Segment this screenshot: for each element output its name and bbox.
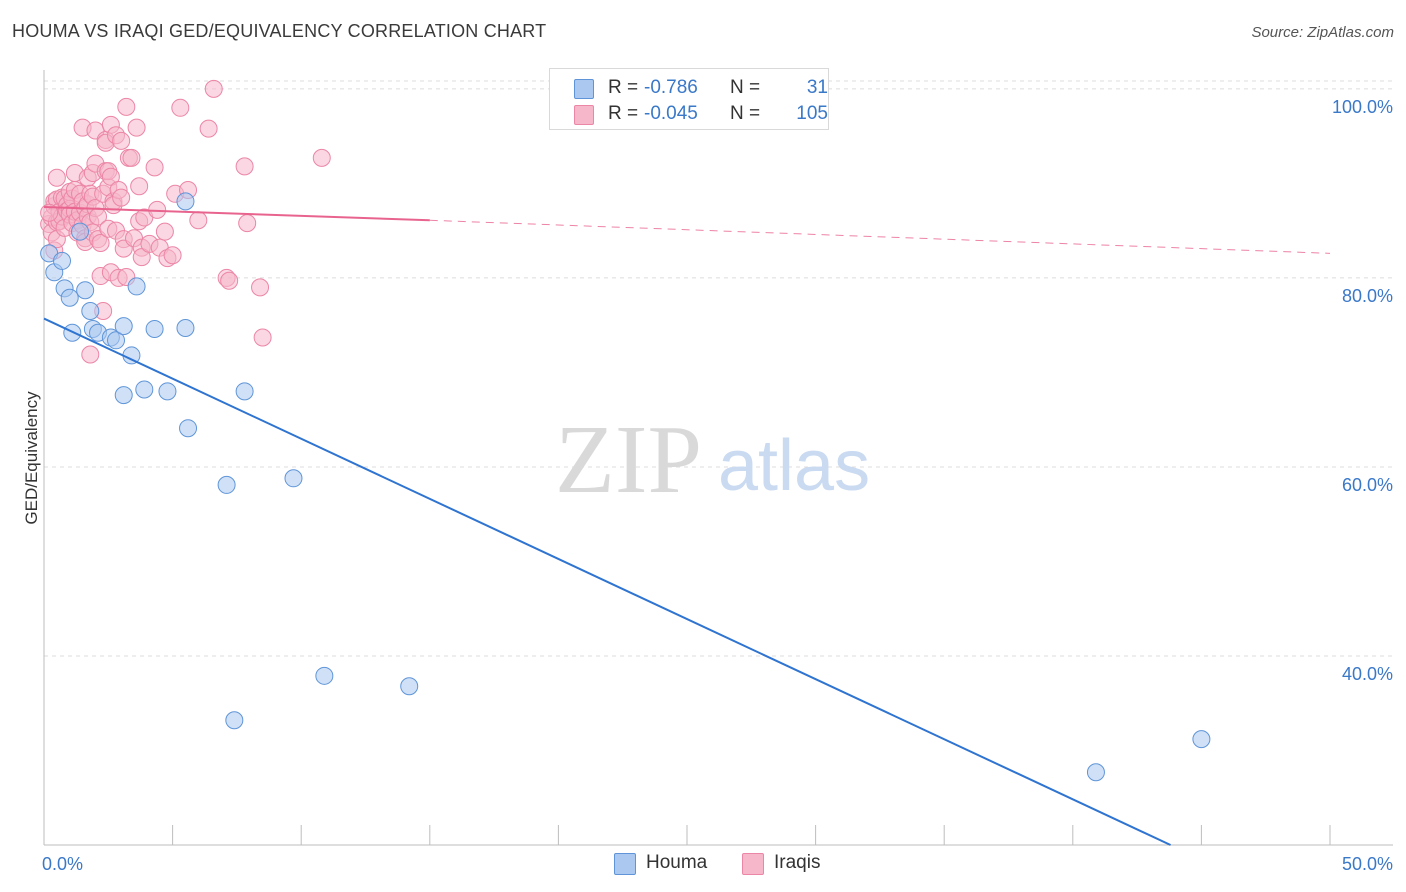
- x-tick-label: 50.0%: [1342, 854, 1393, 874]
- y-tick-label: 80.0%: [1342, 286, 1393, 306]
- iraqis-point: [127, 118, 146, 137]
- watermark: ZIP atlas: [555, 406, 870, 514]
- iraqis-point: [155, 222, 174, 241]
- tick-labels: 100.0% 80.0% 60.0% 40.0% 0.0% 50.0%: [42, 97, 1393, 874]
- houma-point: [315, 666, 334, 685]
- iraqis-point: [238, 214, 257, 233]
- iraqis-points: [40, 79, 331, 364]
- iraqis-point: [235, 157, 254, 176]
- houma-point: [176, 319, 195, 338]
- houma-legend-label: Houma: [646, 852, 708, 873]
- houma-point: [114, 386, 133, 405]
- iraqis-swatch: [574, 105, 594, 125]
- iraqis-point: [112, 131, 131, 150]
- iraqis-point: [101, 167, 120, 186]
- x-tick-label: 0.0%: [42, 854, 83, 874]
- iraqis-point: [47, 168, 66, 187]
- iraqis-legend-label: Iraqis: [774, 852, 821, 873]
- houma-trend-line: [43, 317, 1171, 846]
- houma-point: [1192, 730, 1211, 749]
- houma-n-value: 31: [806, 77, 828, 98]
- iraqis-point: [199, 119, 218, 138]
- iraqis-point: [312, 148, 331, 167]
- iraqis-point: [189, 211, 208, 230]
- houma-point: [127, 277, 146, 296]
- iraqis-point: [40, 203, 59, 222]
- houma-point: [1086, 763, 1105, 782]
- iraqis-point: [112, 188, 131, 207]
- houma-point: [176, 192, 195, 211]
- houma-n-label: N =: [730, 77, 761, 98]
- iraqis-r-label: R =: [608, 103, 639, 124]
- iraqis-point: [91, 233, 110, 252]
- iraqis-point: [117, 97, 136, 116]
- watermark-atlas: atlas: [718, 426, 870, 506]
- y-axis-label: GED/Equivalency: [22, 391, 41, 525]
- iraqis-n-value: 105: [796, 103, 828, 124]
- watermark-zip: ZIP: [555, 406, 702, 514]
- source-label: Source: ZipAtlas.com: [1251, 24, 1394, 41]
- houma-point: [179, 419, 198, 438]
- houma-legend-swatch: [614, 853, 636, 875]
- houma-points: [40, 192, 1211, 782]
- iraqis-r-value: -0.045: [644, 103, 698, 124]
- iraqis-point: [163, 246, 182, 265]
- houma-r-value: -0.786: [644, 77, 698, 98]
- chart-title: HOUMA VS IRAQI GED/EQUIVALENCY CORRELATI…: [12, 21, 547, 41]
- iraqis-point: [204, 79, 223, 98]
- houma-r-label: R =: [608, 77, 639, 98]
- houma-point: [135, 380, 154, 399]
- iraqis-point: [220, 271, 239, 290]
- trend-lines: [43, 206, 1331, 846]
- houma-point: [225, 711, 244, 730]
- iraqis-n-label: N =: [730, 103, 761, 124]
- houma-point: [60, 288, 79, 307]
- houma-swatch: [574, 79, 594, 99]
- iraqis-trend-line: [43, 206, 430, 222]
- houma-point: [400, 677, 419, 696]
- iraqis-point: [171, 98, 190, 117]
- y-tick-label: 40.0%: [1342, 664, 1393, 684]
- iraqis-point: [130, 177, 149, 196]
- houma-point: [284, 469, 303, 488]
- houma-point: [71, 222, 90, 241]
- iraqis-point: [253, 328, 272, 347]
- houma-point: [76, 281, 95, 300]
- houma-point: [217, 475, 236, 494]
- houma-point: [107, 331, 126, 350]
- y-tick-label: 100.0%: [1332, 97, 1393, 117]
- axes: [43, 70, 1393, 846]
- iraqis-legend-swatch: [742, 853, 764, 875]
- iraqis-point: [122, 148, 141, 167]
- iraqis-point: [132, 248, 151, 267]
- houma-point: [81, 302, 100, 321]
- iraqis-point: [81, 345, 100, 364]
- houma-point: [145, 319, 164, 338]
- iraqis-point: [251, 278, 270, 297]
- houma-point: [53, 251, 72, 270]
- iraqis-point: [145, 158, 164, 177]
- houma-point: [158, 382, 177, 401]
- y-tick-label: 60.0%: [1342, 475, 1393, 495]
- iraqis-trend-line: [429, 219, 1331, 254]
- correlation-legend: R = -0.786 N = 31 R = -0.045 N = 105: [549, 68, 829, 130]
- houma-point: [235, 382, 254, 401]
- houma-point: [114, 317, 133, 336]
